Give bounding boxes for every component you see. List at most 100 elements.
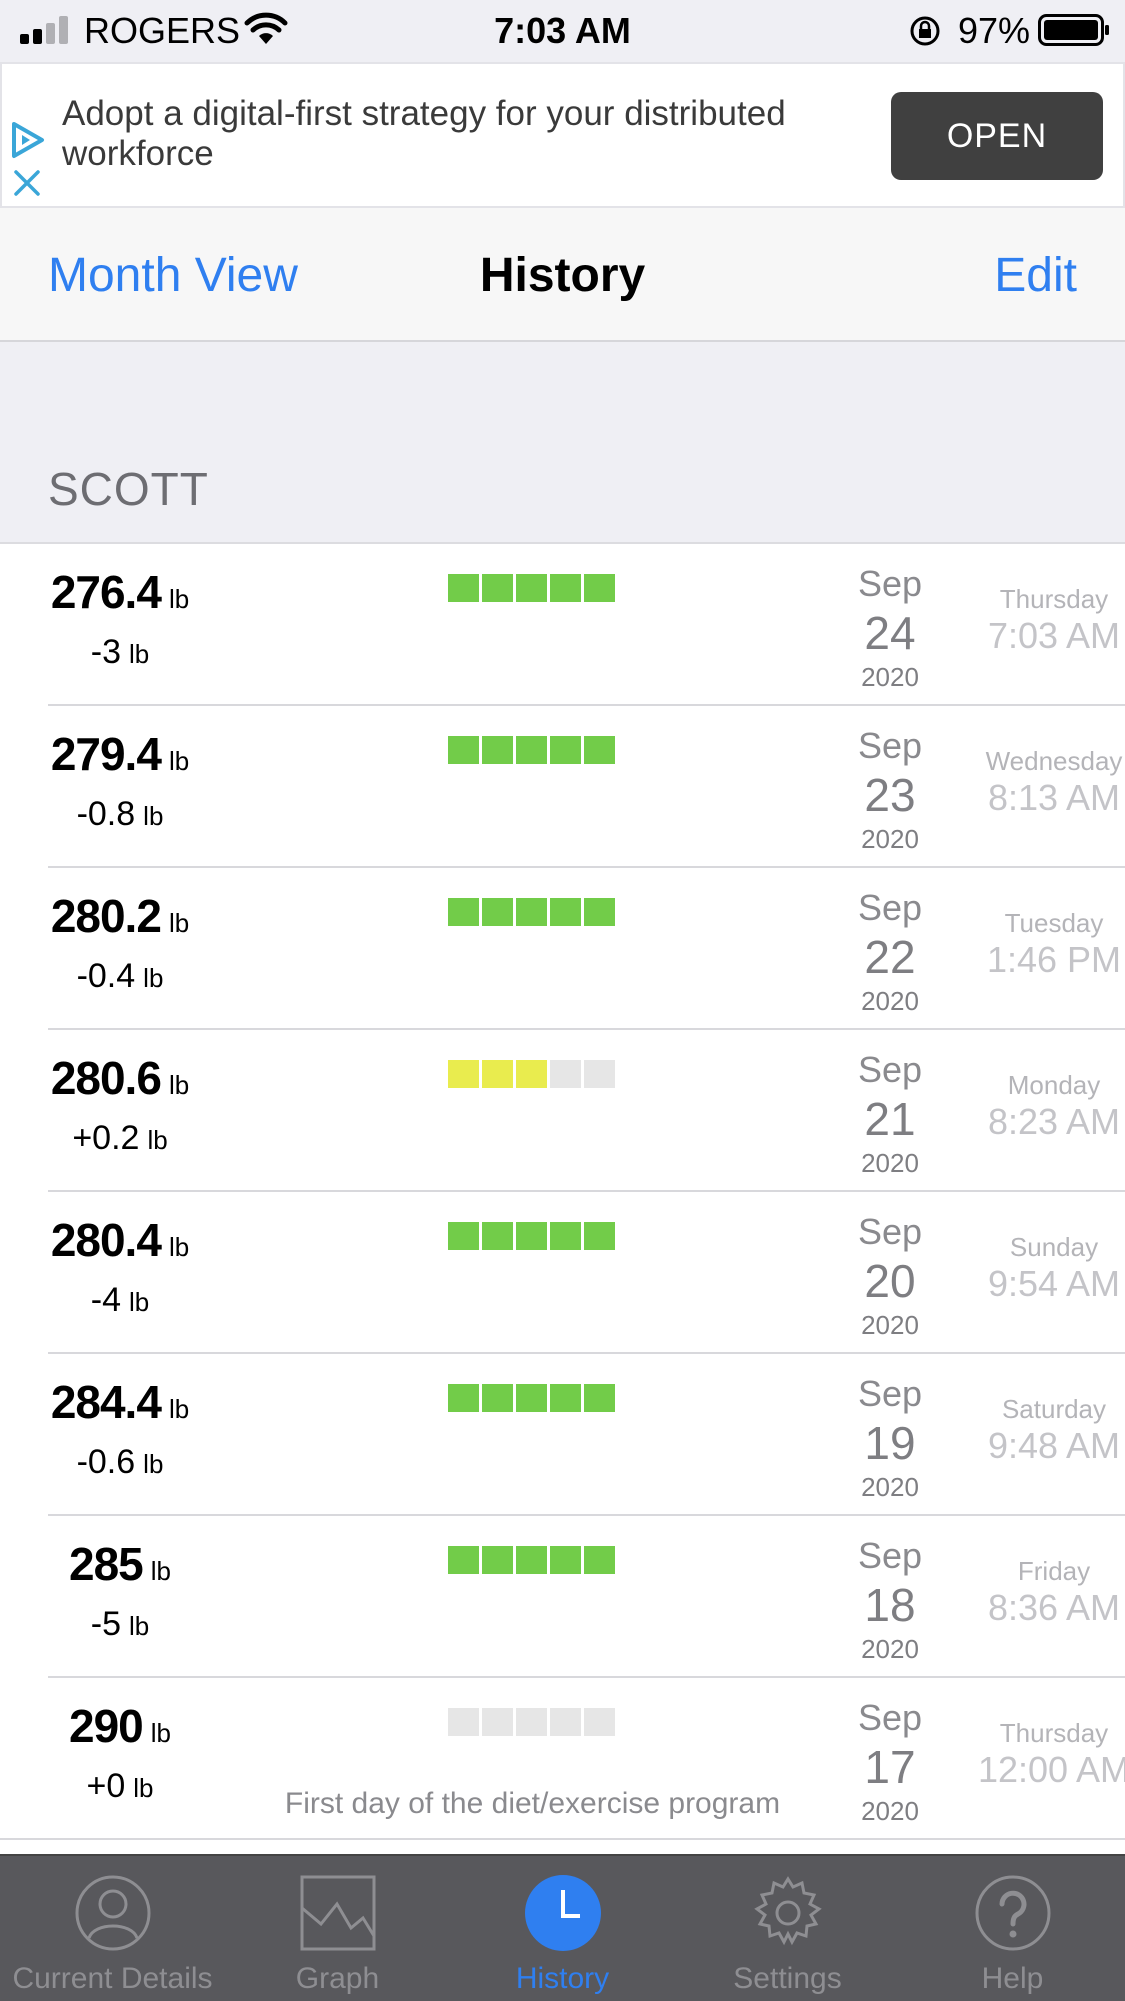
rating-bar-segment [550,898,581,926]
rating-bar-segment [482,1546,513,1574]
question-icon [975,1875,1051,1951]
rating-bar-segment [448,736,479,764]
tab-settings[interactable]: Settings [675,1856,900,2001]
rating-bar-segment [550,1708,581,1736]
history-row[interactable]: 285 lb -5 lb Sep 18 2020 Friday 8:36 AM [0,1516,1125,1678]
entry-time: 1:46 PM [986,939,1122,980]
weight-change-number: -5 [90,1605,121,1643]
weight-unit: lb [150,1556,171,1586]
rating-bar-segment [550,574,581,602]
rating-bar-segment [550,736,581,764]
ad-banner[interactable]: Adopt a digital-first strategy for your … [0,62,1125,208]
weight-number: 280.6 [50,1052,162,1104]
history-row[interactable]: 280.6 lb +0.2 lb Sep 21 2020 Monday 8:23 A… [0,1030,1125,1192]
rating-bar-segment [482,1060,513,1088]
entry-year: 2020 [861,1634,919,1664]
weight-unit: lb [168,746,190,776]
rating-bar-segment [584,898,615,926]
entry-day: 18 [864,1579,916,1631]
weight-change-number: -4 [90,1281,121,1319]
tab-label: Graph [295,1962,380,1995]
entry-day: 23 [864,769,916,821]
graph-icon [300,1875,376,1951]
weight-unit: lb [150,1718,171,1748]
weight-change-unit: lb [128,1611,150,1641]
person-icon [75,1875,151,1951]
rating-bar-segment [448,898,479,926]
entry-time: 9:48 AM [987,1425,1121,1466]
history-row[interactable]: 279.4 lb -0.8 lb Sep 23 2020 Wednesday 8:1… [0,706,1125,868]
entry-year: 2020 [861,662,919,692]
tab-bar: Current Details Graph History Settings [0,1854,1125,2001]
edit-button[interactable]: Edit [994,249,1077,302]
entry-weekday: Thursday [999,584,1109,614]
entry-month: Sep [857,1535,923,1576]
row-divider [48,1352,1125,1354]
ad-open-button[interactable]: OPEN [891,92,1103,180]
history-row[interactable]: 284.4 lb -0.6 lb Sep 19 2020 Saturday 9:48… [0,1354,1125,1516]
entry-time: 7:03 AM [987,615,1121,656]
month-view-button[interactable]: Month View [48,249,298,302]
weight-value: 279.4 lb [0,728,240,787]
ad-close-icon[interactable] [12,168,42,198]
weight-value: 284.4 lb [0,1376,240,1435]
ad-text[interactable]: Adopt a digital-first strategy for your … [62,94,786,173]
weight-value: 280.4 lb [0,1214,240,1273]
history-row[interactable]: 280.4 lb -4 lb Sep 20 2020 Sunday 9:54 AM [0,1192,1125,1354]
tab-graph[interactable]: Graph [225,1856,450,2001]
rating-bar-segment [550,1384,581,1412]
rating-bar-segment [584,1546,615,1574]
entry-weekday: Monday [1007,1070,1101,1100]
progress-rating-bars [448,736,618,764]
history-row[interactable]: 290 lb +0 lb First day of the diet/exercis… [0,1678,1125,1840]
status-bar: ROGERS 7:03 AM 97% [0,0,1125,62]
history-row[interactable]: 276.4 lb -3 lb Sep 24 2020 Thursday 7:03 A… [0,544,1125,706]
tab-help[interactable]: Help [900,1856,1125,2001]
rating-bar-segment [448,574,479,602]
entry-month: Sep [857,1049,923,1090]
page-title: History [479,249,646,302]
weight-change-unit: lb [143,963,164,993]
weight-value: 290 lb [0,1700,240,1759]
entry-weekday: Tuesday [1004,908,1104,938]
entry-year: 2020 [861,1472,919,1502]
entry-month: Sep [857,563,923,604]
weight-value: 285 lb [0,1538,240,1597]
weight-change: -0.8 lb [0,794,240,836]
weight-number: 280.4 [50,1214,162,1266]
weight-change-number: -0.4 [76,957,136,995]
rating-bar-segment [584,1060,615,1088]
weight-number: 280.2 [50,890,162,942]
tab-history[interactable]: History [450,1856,675,2001]
weight-number: 276.4 [50,566,162,618]
weight-number: 290 [69,1700,144,1752]
entry-weekday: Thursday [999,1718,1109,1748]
entry-month: Sep [857,1373,923,1414]
history-row[interactable]: 280.2 lb -0.4 lb Sep 22 2020 Tuesday 1:46 … [0,868,1125,1030]
weight-change: +0 lb [0,1766,240,1808]
tab-current-details[interactable]: Current Details [0,1856,225,2001]
rating-bar-segment [482,898,513,926]
rating-bar-segment [516,574,547,602]
weight-unit: lb [168,1232,190,1262]
entry-time: 8:36 AM [987,1587,1121,1628]
weight-number: 279.4 [50,728,162,780]
row-divider [0,1838,1125,1840]
entry-day: 17 [864,1741,916,1793]
weight-change-number: +0 [86,1767,126,1805]
weight-unit: lb [168,908,190,938]
rating-bar-segment [482,1222,513,1250]
ad-choices-icon[interactable] [8,120,46,160]
rating-bar-segment [516,1384,547,1412]
weight-change-number: -3 [90,633,121,671]
row-divider [48,1676,1125,1678]
rating-bar-segment [482,1384,513,1412]
weight-value: 280.2 lb [0,890,240,949]
rating-bar-segment [482,1708,513,1736]
clock-time: 7:03 AM [494,10,631,51]
rating-bar-segment [584,574,615,602]
history-list: 276.4 lb -3 lb Sep 24 2020 Thursday 7:03 A… [0,544,1125,1840]
weight-change-unit: lb [128,1287,150,1317]
weight-unit: lb [168,584,190,614]
rating-bar-segment [550,1060,581,1088]
